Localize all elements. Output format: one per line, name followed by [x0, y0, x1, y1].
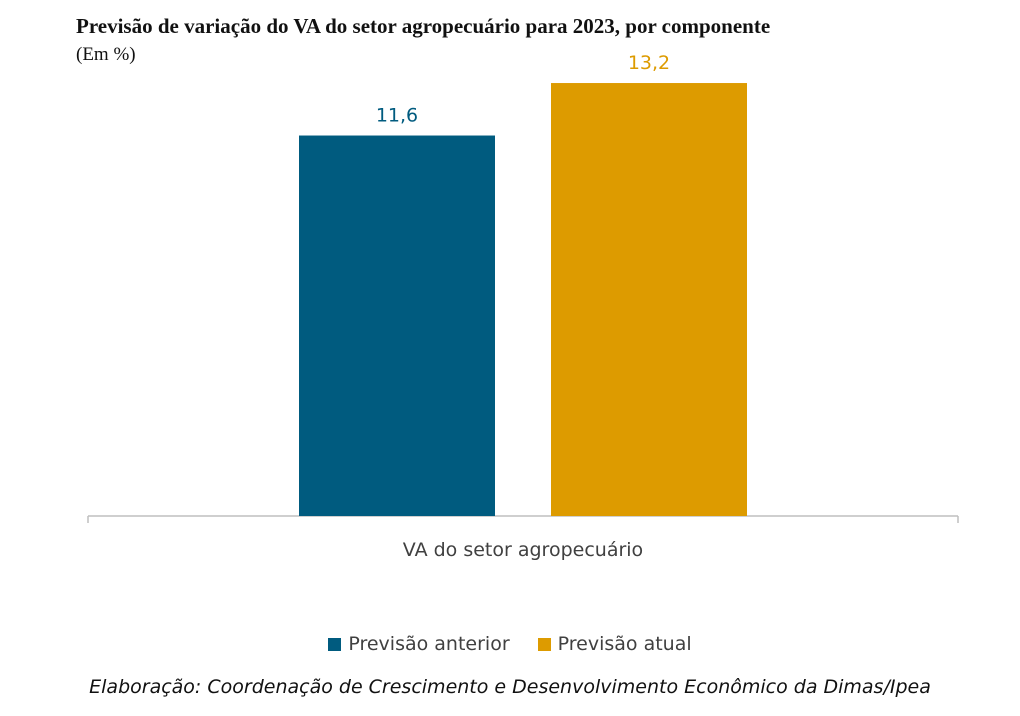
- source-note: Elaboração: Coordenação de Crescimento e…: [89, 676, 931, 698]
- bar-chart: 11,6 13,2 VA do setor agropecuário: [87, 52, 959, 561]
- legend-item-previsao-atual: Previsão atual: [537, 633, 692, 655]
- chart-title: Previsão de variação do VA do setor agro…: [76, 14, 771, 38]
- bar-previsao-anterior: [299, 135, 495, 516]
- legend-swatch-previsao-atual: [537, 637, 551, 651]
- data-label-previsao-anterior: 11,6: [376, 105, 418, 127]
- data-label-previsao-atual: 13,2: [628, 52, 670, 74]
- chart-legend: Previsão anterior Previsão atual: [0, 633, 1020, 655]
- legend-item-previsao-anterior: Previsão anterior: [328, 633, 510, 655]
- bar-previsao-atual: [551, 83, 747, 516]
- legend-swatch-previsao-anterior: [328, 637, 342, 651]
- x-axis-category-label: VA do setor agropecuário: [403, 539, 643, 561]
- legend-label-previsao-atual: Previsão atual: [557, 633, 692, 655]
- chart-subtitle: (Em %): [76, 44, 136, 65]
- legend-label-previsao-anterior: Previsão anterior: [348, 633, 510, 655]
